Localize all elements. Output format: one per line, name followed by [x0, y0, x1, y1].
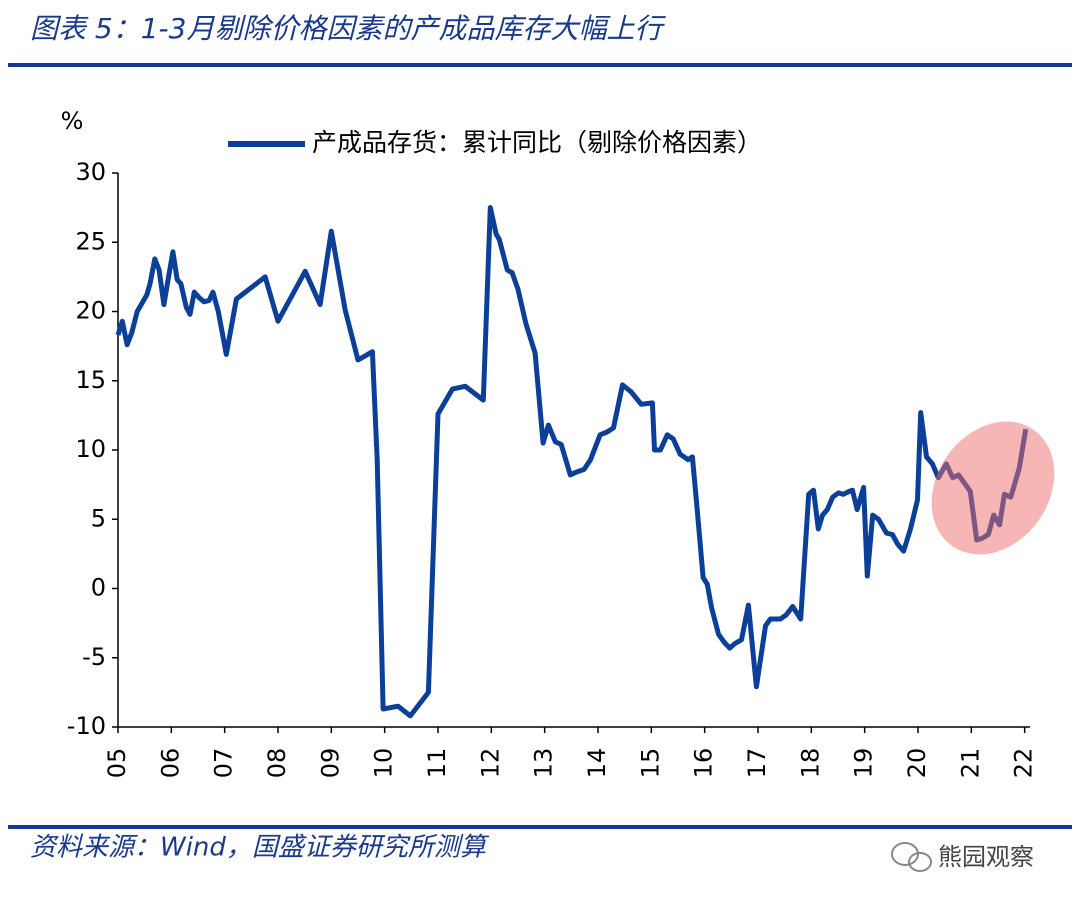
y-tick-label: 20 [75, 297, 106, 325]
x-tick-label: 21 [956, 748, 984, 779]
x-tick-label: 15 [636, 748, 664, 779]
y-tick-label: -10 [67, 712, 106, 740]
x-tick-label: 11 [423, 748, 451, 779]
watermark-icon [891, 842, 932, 872]
y-tick-label: -5 [82, 643, 106, 671]
y-tick-label: 10 [75, 435, 106, 463]
x-tick-label: 14 [583, 748, 611, 779]
title-rule [8, 63, 1072, 67]
source-rule [8, 825, 1072, 829]
x-tick-label: 08 [263, 748, 291, 779]
x-tick-label: 05 [103, 748, 131, 779]
x-tick-label: 20 [903, 748, 931, 779]
x-tick-label: 13 [530, 748, 558, 779]
x-tick-label: 17 [743, 748, 771, 779]
x-tick-label: 07 [210, 748, 238, 779]
watermark: 熊园观察 [938, 843, 1034, 871]
x-tick-label: 19 [850, 748, 878, 779]
x-tick-label: 10 [370, 748, 398, 779]
highlight-ellipse [931, 421, 1055, 555]
y-tick-label: 30 [75, 158, 106, 186]
legend-label: 产成品存货：累计同比（剔除价格因素） [312, 128, 762, 157]
source-note: 资料来源：Wind，国盛证券研究所测算 [30, 833, 490, 863]
series-line [115, 205, 1029, 719]
chart-title: 图表 5：1-3月剔除价格因素的产成品库存大幅上行 [30, 12, 666, 45]
y-tick-label: 25 [75, 227, 106, 255]
x-tick-label: 16 [690, 748, 718, 779]
x-tick-label: 09 [316, 748, 344, 779]
x-tick-label: 12 [476, 748, 504, 779]
y-tick-label: 15 [75, 366, 106, 394]
y-tick-label: 5 [91, 504, 106, 532]
y-axis-label: % [61, 107, 84, 135]
x-tick-label: 18 [796, 748, 824, 779]
x-tick-label: 22 [1010, 748, 1038, 779]
x-tick-label: 06 [156, 748, 184, 779]
y-tick-label: 0 [91, 574, 106, 602]
